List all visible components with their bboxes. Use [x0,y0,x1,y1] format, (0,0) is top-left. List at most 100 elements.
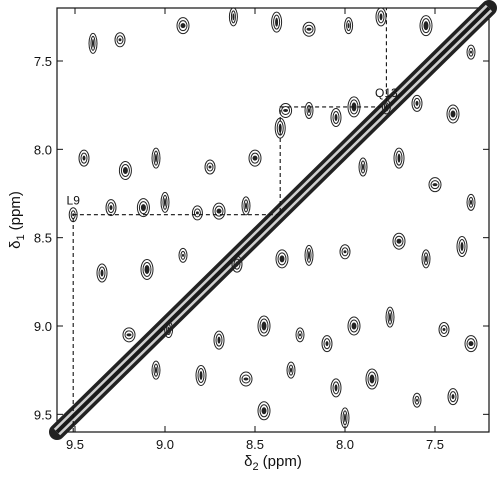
cross-peak [347,316,361,336]
diagonal-core [55,6,491,434]
x-axis-subscript: 2 [253,461,259,473]
cross-peak-inner [243,199,249,213]
cross-peak [466,193,476,211]
cross-peak-inner [120,164,130,178]
x-tick-label: 8.5 [246,437,264,452]
cross-peak-inner [448,107,458,121]
cross-peak-inner [259,404,269,418]
cross-peak [191,205,203,221]
cross-peak-core [343,250,347,254]
cross-peak [286,361,296,379]
cross-peak-inner [395,150,403,166]
cross-peak [412,392,422,408]
cross-peak-inner [413,97,421,109]
cross-peak-inner [306,247,312,263]
cross-peak [204,159,216,175]
cross-peak-core [369,374,375,384]
cross-peak-core [351,322,357,330]
cross-peak [344,17,354,35]
cross-peak [464,335,478,353]
cross-peak-core [92,38,94,48]
cross-peak [428,177,442,193]
cross-peak-core [100,269,104,277]
cross-peak [248,149,262,167]
cross-peak-inner [377,10,385,24]
cross-peak-inner [394,235,404,247]
peak-label: L9 [67,194,81,208]
cross-peak-core [460,242,464,251]
cross-peak-core [308,250,310,260]
cross-peak-inner [323,338,331,350]
cross-peak-core [82,155,86,161]
cross-peak-inner [178,20,188,32]
diagonal-band [49,0,497,440]
cross-peak-inner [346,20,352,32]
cross-peak [151,147,161,169]
cross-peak-inner [107,202,115,214]
cross-peak-inner [80,152,88,164]
x-axis-symbol: δ [244,453,252,470]
cross-peak-inner [414,395,420,405]
cross-peak-inner [162,194,168,210]
cross-peak-inner [116,35,124,45]
cross-peak-inner [214,205,224,217]
cross-peak-core [389,312,391,322]
cross-peak-core [470,50,472,54]
cross-peak [446,104,460,124]
cross-peak-core [126,333,132,337]
cross-peak [239,371,253,387]
cross-peak-core [144,264,150,274]
cross-peak-core [334,384,338,392]
cross-peak [302,21,316,37]
cross-peak [466,44,476,60]
cross-peak [241,196,251,216]
x-tick-label: 8.0 [336,437,354,452]
cross-peak-inner [259,318,269,334]
cross-peak-inner [166,324,172,336]
cross-peak-core [308,107,310,113]
cross-peak-inner [430,180,440,190]
cross-peak [228,7,238,27]
cross-peak-inner [142,261,152,277]
cross-peak [78,149,90,167]
cross-peak-inner [98,266,106,280]
cross-peak [419,15,433,37]
cross-peak [438,322,450,338]
cross-peak-core [182,253,184,257]
cross-peak-core [347,23,350,29]
cross-peak-inner [215,333,223,347]
cross-peak-inner [458,239,466,254]
cross-peak-inner [273,14,281,30]
cross-peak [339,244,351,260]
cross-peak [195,364,207,386]
y-axis-unit: (ppm) [7,191,24,230]
cross-peak-inner [277,252,287,266]
cross-peak-inner [367,371,377,387]
cross-peak-core [122,167,128,175]
connectivity-path [72,8,387,432]
cross-peak [114,32,126,48]
cross-peak-core [245,202,247,210]
cross-peak-inner [332,111,340,125]
cross-peak-core [468,341,474,347]
x-axis-unit: (ppm) [263,453,302,470]
cross-peak-core [140,204,146,212]
cross-peak-core [208,165,212,169]
cross-peak [385,306,395,328]
cross-peak-core [306,27,312,31]
cross-peak-core [397,153,401,163]
cross-peak-core [283,108,289,112]
y-tick-label: 9.0 [34,319,52,334]
cross-peak-core [235,261,239,267]
cross-peak-inner [193,208,201,218]
peak-label: Q13 [375,86,398,100]
plot-frame [56,7,490,433]
cross-peak-inner [423,252,429,266]
cross-peak-core [155,366,157,374]
cross-peak-core [290,367,292,373]
cross-peak [88,32,98,54]
cross-peak-inner [383,102,389,112]
cross-peak-inner [332,381,340,395]
y-tick-label: 9.5 [34,407,52,422]
cross-peak [321,335,333,353]
